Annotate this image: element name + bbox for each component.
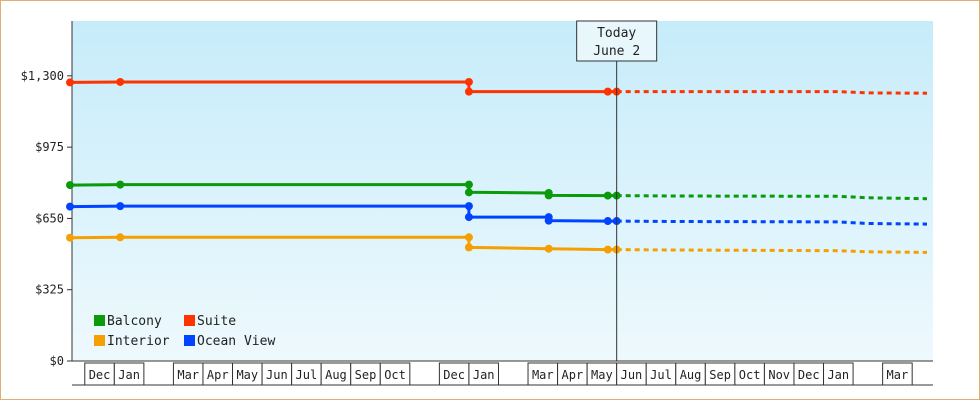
legend-label-ocean-view: Ocean View bbox=[197, 334, 275, 349]
x-tick-label: Dec bbox=[798, 368, 820, 382]
series-interior-forecast-line bbox=[616, 248, 928, 254]
x-tick-label: Dec bbox=[89, 368, 111, 382]
legend-swatch-interior bbox=[94, 335, 105, 346]
x-tick-label: Aug bbox=[680, 368, 702, 382]
legend-swatch-balcony bbox=[94, 315, 105, 326]
x-tick-label: May bbox=[591, 368, 613, 382]
series-interior-point bbox=[464, 233, 473, 242]
x-tick-label: Sep bbox=[709, 368, 731, 382]
legend-label-suite: Suite bbox=[197, 314, 236, 329]
y-tick-label: $650 bbox=[35, 211, 64, 225]
series-ocean-view-point bbox=[603, 217, 612, 226]
x-tick-label: Jul bbox=[650, 368, 672, 382]
plot-area bbox=[72, 21, 933, 361]
series-interior-point bbox=[464, 243, 473, 252]
series-interior-point bbox=[544, 244, 553, 253]
x-tick-label: Oct bbox=[384, 368, 406, 382]
legend: Balcony Suite Interior Ocean View bbox=[94, 314, 275, 349]
series-ocean-view-forecast-line bbox=[616, 219, 928, 226]
legend-label-interior: Interior bbox=[107, 334, 170, 349]
legend-label-balcony: Balcony bbox=[107, 314, 162, 329]
series-layer bbox=[66, 77, 928, 254]
today-box bbox=[576, 20, 658, 62]
series-balcony-point bbox=[544, 191, 553, 200]
series-ocean-view-point bbox=[464, 213, 473, 222]
x-tick-label: Mar bbox=[887, 368, 909, 382]
x-tick-label: Apr bbox=[562, 368, 584, 382]
series-balcony-point bbox=[116, 180, 125, 189]
x-tick-label: Jan bbox=[473, 368, 495, 382]
series-suite-point bbox=[116, 77, 125, 86]
series-ocean-view-line bbox=[69, 204, 617, 223]
series-ocean-view-point bbox=[66, 202, 74, 211]
today-marker: Today June 2 bbox=[576, 20, 658, 361]
series-balcony-point bbox=[464, 188, 473, 197]
series-suite-point bbox=[464, 77, 473, 86]
y-axis: $0 $325 $650 $975 $1,300 bbox=[21, 21, 933, 368]
series-balcony-point bbox=[464, 180, 473, 189]
x-tick-label: Jun bbox=[266, 368, 288, 382]
x-axis: Dec Jan Mar Apr May Jun Jul Aug Sep Oct Dec Jan Mar A… bbox=[72, 362, 933, 386]
y-tick-label: $325 bbox=[35, 283, 64, 297]
x-tick-label: Dec bbox=[443, 368, 465, 382]
x-tick-label: Mar bbox=[532, 368, 554, 382]
legend-swatch-ocean-view bbox=[184, 335, 195, 346]
x-tick-label: Jun bbox=[621, 368, 643, 382]
series-suite-point bbox=[603, 87, 612, 96]
y-tick-label: $0 bbox=[50, 354, 64, 368]
series-suite-point bbox=[66, 78, 74, 87]
series-interior-point bbox=[66, 233, 74, 242]
series-ocean-view-point bbox=[544, 216, 553, 225]
legend-swatch-suite bbox=[184, 315, 195, 326]
x-tick-label: May bbox=[236, 368, 258, 382]
x-tick-label: Nov bbox=[768, 368, 790, 382]
series-suite-point bbox=[464, 87, 473, 96]
x-tick-label: Mar bbox=[177, 368, 199, 382]
series-balcony-point bbox=[66, 181, 74, 190]
x-tick-label: Apr bbox=[207, 368, 229, 382]
series-interior-point bbox=[116, 233, 125, 242]
x-tick-label: Jan bbox=[827, 368, 849, 382]
x-tick-label: Oct bbox=[739, 368, 761, 382]
series-ocean-view-point bbox=[116, 202, 125, 211]
y-tick-label: $975 bbox=[35, 140, 64, 154]
today-label: Today bbox=[597, 26, 636, 41]
series-ocean-view-point bbox=[464, 202, 473, 211]
series-balcony-line bbox=[69, 183, 617, 198]
series-interior-point bbox=[603, 245, 612, 254]
y-tick-label: $1,300 bbox=[21, 69, 64, 83]
x-tick-label: Aug bbox=[325, 368, 347, 382]
x-tick-label: Jul bbox=[296, 368, 318, 382]
series-balcony-forecast-line bbox=[616, 194, 928, 201]
today-date-label: June 2 bbox=[593, 44, 640, 59]
series-balcony-point bbox=[603, 191, 612, 200]
series-suite-forecast-line bbox=[616, 90, 928, 95]
x-tick-label: Sep bbox=[355, 368, 377, 382]
x-tick-label: Jan bbox=[118, 368, 140, 382]
